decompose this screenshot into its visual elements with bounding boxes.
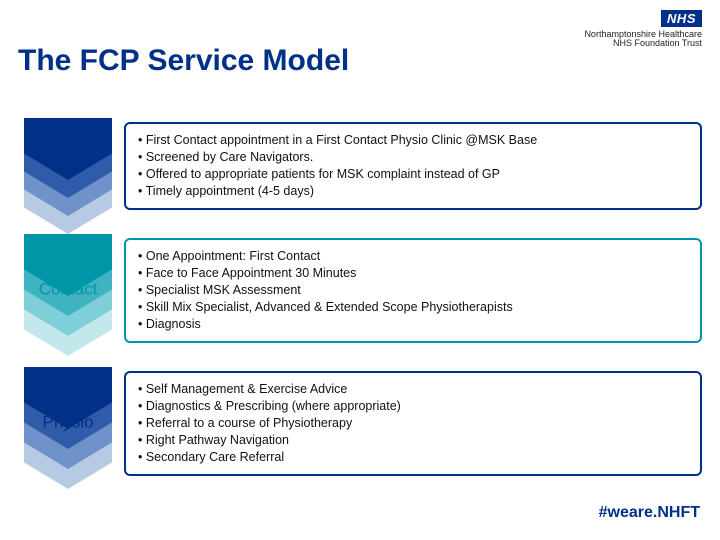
- bullet-line: • One Appointment: First Contact: [138, 248, 688, 265]
- bullet-line: • Timely appointment (4-5 days): [138, 183, 688, 200]
- model-row: Physio • Self Management & Exercise Advic…: [18, 371, 702, 476]
- nhs-badge: NHS: [661, 10, 702, 27]
- bullet-line: • Offered to appropriate patients for MS…: [138, 166, 688, 183]
- bullet-line: • Specialist MSK Assessment: [138, 282, 688, 299]
- row-content-box: • One Appointment: First Contact• Face t…: [124, 238, 702, 343]
- nhs-org-name: Northamptonshire Healthcare NHS Foundati…: [584, 30, 702, 49]
- bullet-line: • Right Pathway Navigation: [138, 432, 688, 449]
- chevron-stack: Contact: [18, 238, 118, 343]
- row-label: First: [24, 154, 112, 174]
- bullet-line: • Screened by Care Navigators.: [138, 149, 688, 166]
- bullet-line: • First Contact appointment in a First C…: [138, 132, 688, 149]
- bullet-line: • Diagnostics & Prescribing (where appro…: [138, 398, 688, 415]
- row-content-box: • Self Management & Exercise Advice• Dia…: [124, 371, 702, 476]
- bullet-line: • Skill Mix Specialist, Advanced & Exten…: [138, 299, 688, 316]
- chevron-stack: First: [18, 122, 118, 210]
- bullet-line: • Diagnosis: [138, 316, 688, 333]
- bullet-line: • Referral to a course of Physiotherapy: [138, 415, 688, 432]
- model-row: Contact• One Appointment: First Contact•…: [18, 238, 702, 343]
- bullet-line: • Face to Face Appointment 30 Minutes: [138, 265, 688, 282]
- row-content-box: • First Contact appointment in a First C…: [124, 122, 702, 210]
- row-label: Contact: [24, 279, 112, 299]
- chevron-stack: Physio: [18, 371, 118, 476]
- service-model-rows: First • First Contact appointment in a Fi…: [18, 122, 702, 504]
- footer-hashtag: #weare.NHFT: [599, 504, 700, 522]
- bullet-line: • Secondary Care Referral: [138, 449, 688, 466]
- bullet-line: • Self Management & Exercise Advice: [138, 381, 688, 398]
- row-label: Physio: [24, 412, 112, 432]
- page-title: The FCP Service Model: [18, 44, 349, 78]
- nhs-logo-block: NHS Northamptonshire Healthcare NHS Foun…: [584, 10, 702, 49]
- model-row: First • First Contact appointment in a Fi…: [18, 122, 702, 210]
